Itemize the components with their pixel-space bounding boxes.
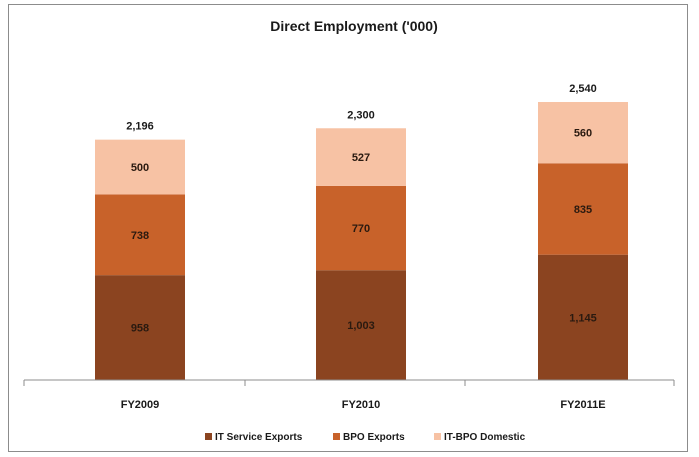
legend: IT Service Exports BPO Exports IT-BPO Dome… (205, 432, 526, 443)
x-tick-label: FY2010 (342, 399, 381, 411)
total-label: 2,196 (126, 121, 154, 133)
x-axis-ticks: FY2009 FY2010 FY2011E (23, 380, 675, 411)
data-label: 958 (131, 323, 149, 335)
bars-group: 958 738 500 2,196 1,003 770 527 2,300 1,145 835 56… (95, 83, 628, 380)
total-label: 2,300 (347, 109, 375, 121)
data-label: 770 (352, 223, 370, 235)
bar-segment-fy2009-it-service-exports (95, 275, 185, 380)
chart-title: Direct Employment ('000) (270, 18, 438, 34)
data-label: 738 (131, 230, 149, 242)
legend-label: IT Service Exports (215, 432, 303, 443)
data-label: 500 (131, 162, 149, 174)
bar-segment-fy2010-it-service-exports (316, 270, 406, 380)
legend-label: BPO Exports (343, 432, 405, 443)
bar-segment-fy2010-bpo-exports (316, 185, 406, 271)
x-tick-label: FY2011E (560, 399, 605, 411)
total-label: 2,540 (569, 83, 597, 95)
x-tick-label: FY2009 (121, 399, 160, 411)
bar-segment-fy2010-it-bpo-domestic (316, 128, 406, 186)
bar-segment-fy2011e-bpo-exports (538, 163, 628, 255)
data-label: 560 (574, 128, 592, 140)
data-label: 527 (352, 152, 370, 164)
data-label: 1,003 (347, 320, 375, 332)
legend-label: IT-BPO Domestic (444, 432, 526, 443)
bar-segment-fy2009-bpo-exports (95, 194, 185, 276)
bar-segment-fy2011e-it-bpo-domestic (538, 102, 628, 164)
legend-swatch (434, 433, 441, 440)
data-label: 835 (574, 204, 592, 216)
bar-segment-fy2009-it-bpo-domestic (95, 139, 185, 195)
legend-swatch (205, 433, 212, 440)
data-label: 1,145 (569, 312, 597, 324)
legend-swatch (333, 433, 340, 440)
bar-segment-fy2011e-it-service-exports (538, 254, 628, 380)
